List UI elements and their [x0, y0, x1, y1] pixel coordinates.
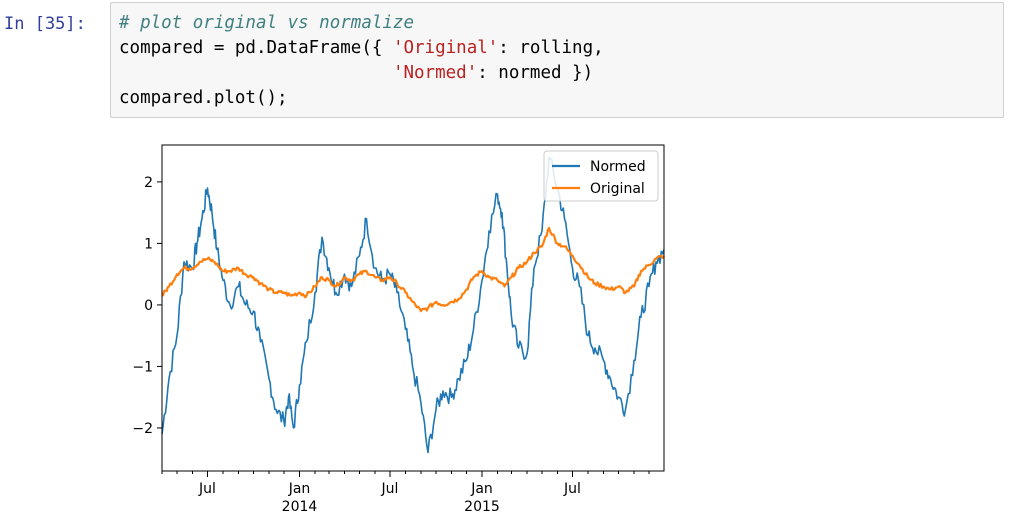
- code-indent: [119, 63, 393, 83]
- plot-frame: [161, 144, 665, 472]
- code-line-4: compared.plot();: [119, 86, 1003, 111]
- series-line-normed: [161, 156, 665, 454]
- x-tick-label: Jul: [198, 481, 216, 497]
- code-string: 'Normed': [392, 63, 478, 83]
- series-line-original: [161, 226, 665, 313]
- series-lines: [161, 156, 665, 454]
- legend-label-original: Original: [590, 181, 645, 197]
- y-tick-label: −2: [132, 421, 153, 437]
- code-text: compared = pd.DataFrame({: [119, 38, 393, 58]
- code-comment: # plot original vs normalize: [119, 13, 415, 33]
- cell-output: −2 −1 0 1 2 Jul Jan 2014 Jul Jan 2015 Jul Normed Or…: [110, 130, 690, 520]
- x-tick-label: Jan: [470, 481, 493, 497]
- y-tick-label: 2: [144, 175, 153, 191]
- x-tick-year-label: 2014: [282, 499, 318, 515]
- x-axis: Jul Jan 2014 Jul Jan 2015 Jul: [161, 471, 650, 515]
- y-tick-label: 0: [144, 298, 153, 314]
- y-axis: −2 −1 0 1 2: [132, 175, 162, 437]
- x-tick-label: Jan: [288, 481, 311, 497]
- x-tick-label: Jul: [381, 481, 399, 497]
- code-line-2: compared = pd.DataFrame({ 'Original': ro…: [119, 36, 1003, 61]
- y-tick-label: −1: [132, 359, 153, 375]
- cell-prompt: In [35]:: [4, 14, 86, 34]
- line-chart: −2 −1 0 1 2 Jul Jan 2014 Jul Jan 2015 Jul Normed Or…: [132, 144, 665, 515]
- y-tick-label: 1: [144, 236, 153, 252]
- code-input-area[interactable]: # plot original vs normalize compared = …: [110, 2, 1004, 118]
- code-line-3: 'Normed': normed }): [119, 61, 1003, 86]
- code-line-1: # plot original vs normalize: [119, 11, 1003, 36]
- code-text: : normed }): [477, 63, 594, 83]
- code-text: compared.plot();: [119, 88, 288, 108]
- x-tick-year-label: 2015: [464, 499, 500, 515]
- code-string: 'Original': [392, 38, 499, 58]
- x-tick-label: Jul: [563, 481, 581, 497]
- legend-label-normed: Normed: [590, 159, 646, 175]
- legend: Normed Original: [543, 150, 659, 202]
- code-text: : rolling,: [498, 38, 604, 58]
